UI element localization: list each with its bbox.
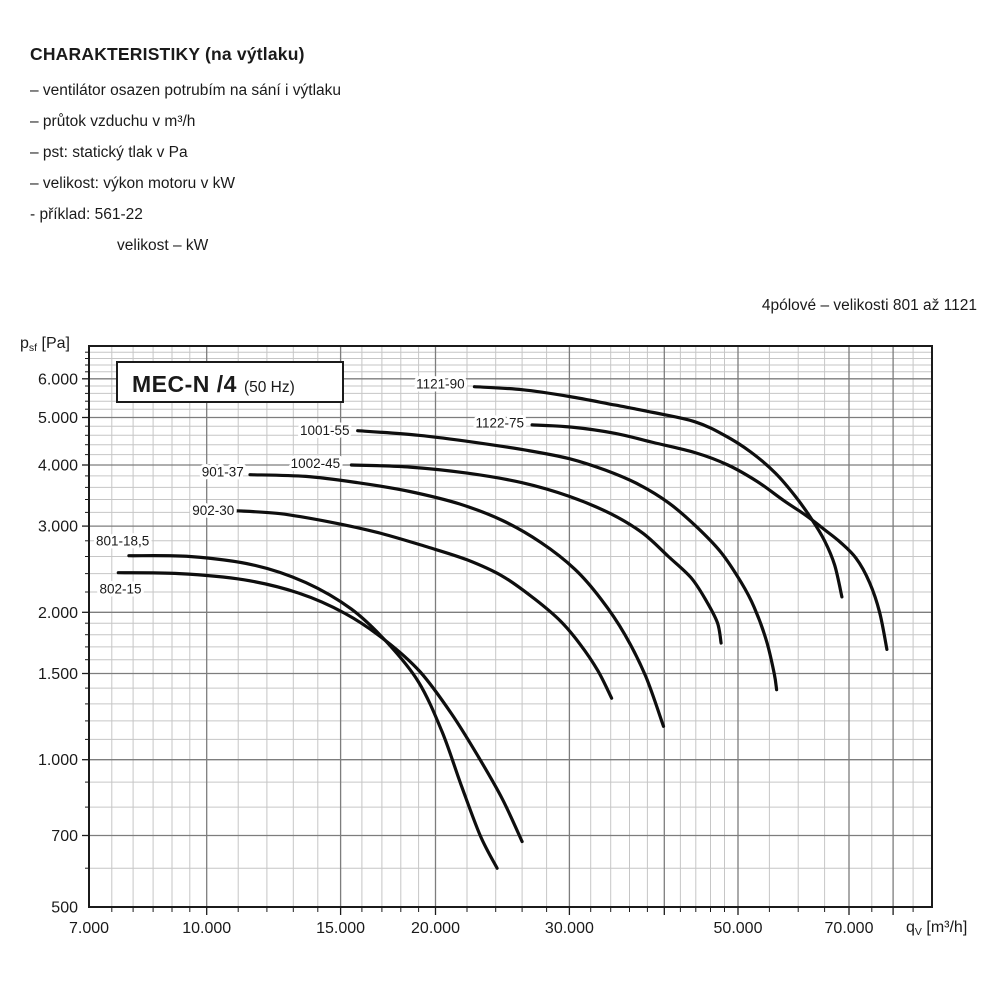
curve-label-1122-75: 1122-75 bbox=[476, 416, 525, 431]
x-tick-label: 30.000 bbox=[545, 920, 594, 937]
model-title-box: MEC-N /4 (50 Hz) bbox=[116, 361, 344, 403]
curve-1001-55 bbox=[356, 429, 779, 692]
curve-label-1121-90: 1121-90 bbox=[416, 377, 465, 392]
y-tick-label: 500 bbox=[51, 900, 78, 917]
curve-902-30 bbox=[233, 509, 614, 700]
curve-1122-75 bbox=[530, 423, 889, 651]
x-tick-label: 50.000 bbox=[714, 920, 763, 937]
curve-label-901-37: 901-37 bbox=[202, 465, 244, 480]
y-tick-label: 700 bbox=[51, 828, 78, 845]
curve-labels: 802-15 801-18,5 902-30 901-37 1002-45 1001-55… bbox=[93, 374, 527, 600]
plot-frame bbox=[88, 345, 933, 908]
y-tick-label: 1.500 bbox=[38, 666, 78, 683]
grid bbox=[82, 346, 932, 915]
x-tick-label: 70.000 bbox=[825, 920, 874, 937]
series-range-annotation: 4pólové – velikosti 801 až 1121 bbox=[761, 297, 977, 314]
header-line: – velikost: výkon motoru v kW bbox=[30, 175, 236, 192]
curve-1121-90 bbox=[472, 385, 844, 599]
y-tick-label: 3.000 bbox=[38, 519, 78, 536]
header-line: – ventilátor osazen potrubím na sání i v… bbox=[30, 82, 342, 99]
curve-802-15 bbox=[116, 571, 524, 844]
y-tick-label: 1.000 bbox=[38, 752, 78, 769]
curve-901-37 bbox=[248, 473, 666, 728]
y-tick-label: 5.000 bbox=[38, 410, 78, 427]
header-line: - příklad: 561-22 bbox=[30, 206, 143, 223]
x-tick-label: 7.000 bbox=[69, 920, 109, 937]
curve-label-802-15: 802-15 bbox=[99, 582, 141, 597]
page-title: CHARAKTERISTIKY (na výtlaku) bbox=[30, 44, 305, 64]
tick-labels: 7.000 10.000 15.000 20.000 30.000 50.000 70.00… bbox=[38, 371, 874, 937]
curve-label-801-18,5: 801-18,5 bbox=[96, 533, 149, 548]
header: CHARAKTERISTIKY (na výtlaku) – ventiláto… bbox=[30, 44, 341, 261]
y-tick-label: 4.000 bbox=[38, 458, 78, 475]
curve-1002-45 bbox=[349, 463, 723, 645]
curve-label-902-30: 902-30 bbox=[192, 503, 234, 518]
curve-801-18,5 bbox=[127, 554, 499, 870]
y-axis-title: psf [Pa] bbox=[20, 335, 70, 354]
x-tick-label: 15.000 bbox=[316, 920, 365, 937]
x-axis-title: qV [m³/h] bbox=[906, 919, 967, 938]
model-title-text: MEC-N /4 (50 Hz) bbox=[132, 371, 295, 397]
header-example-sub: velikost – kW bbox=[117, 237, 209, 254]
curve-label-1002-45: 1002-45 bbox=[291, 456, 341, 471]
x-tick-label: 10.000 bbox=[182, 920, 231, 937]
x-tick-label: 20.000 bbox=[411, 920, 460, 937]
curve-label-1001-55: 1001-55 bbox=[300, 423, 350, 438]
header-line: – průtok vzduchu v m³/h bbox=[30, 113, 196, 130]
y-tick-label: 6.000 bbox=[38, 371, 78, 388]
curves bbox=[116, 385, 889, 870]
y-tick-label: 2.000 bbox=[38, 605, 78, 622]
header-line: – pst: statický tlak v Pa bbox=[30, 144, 188, 161]
